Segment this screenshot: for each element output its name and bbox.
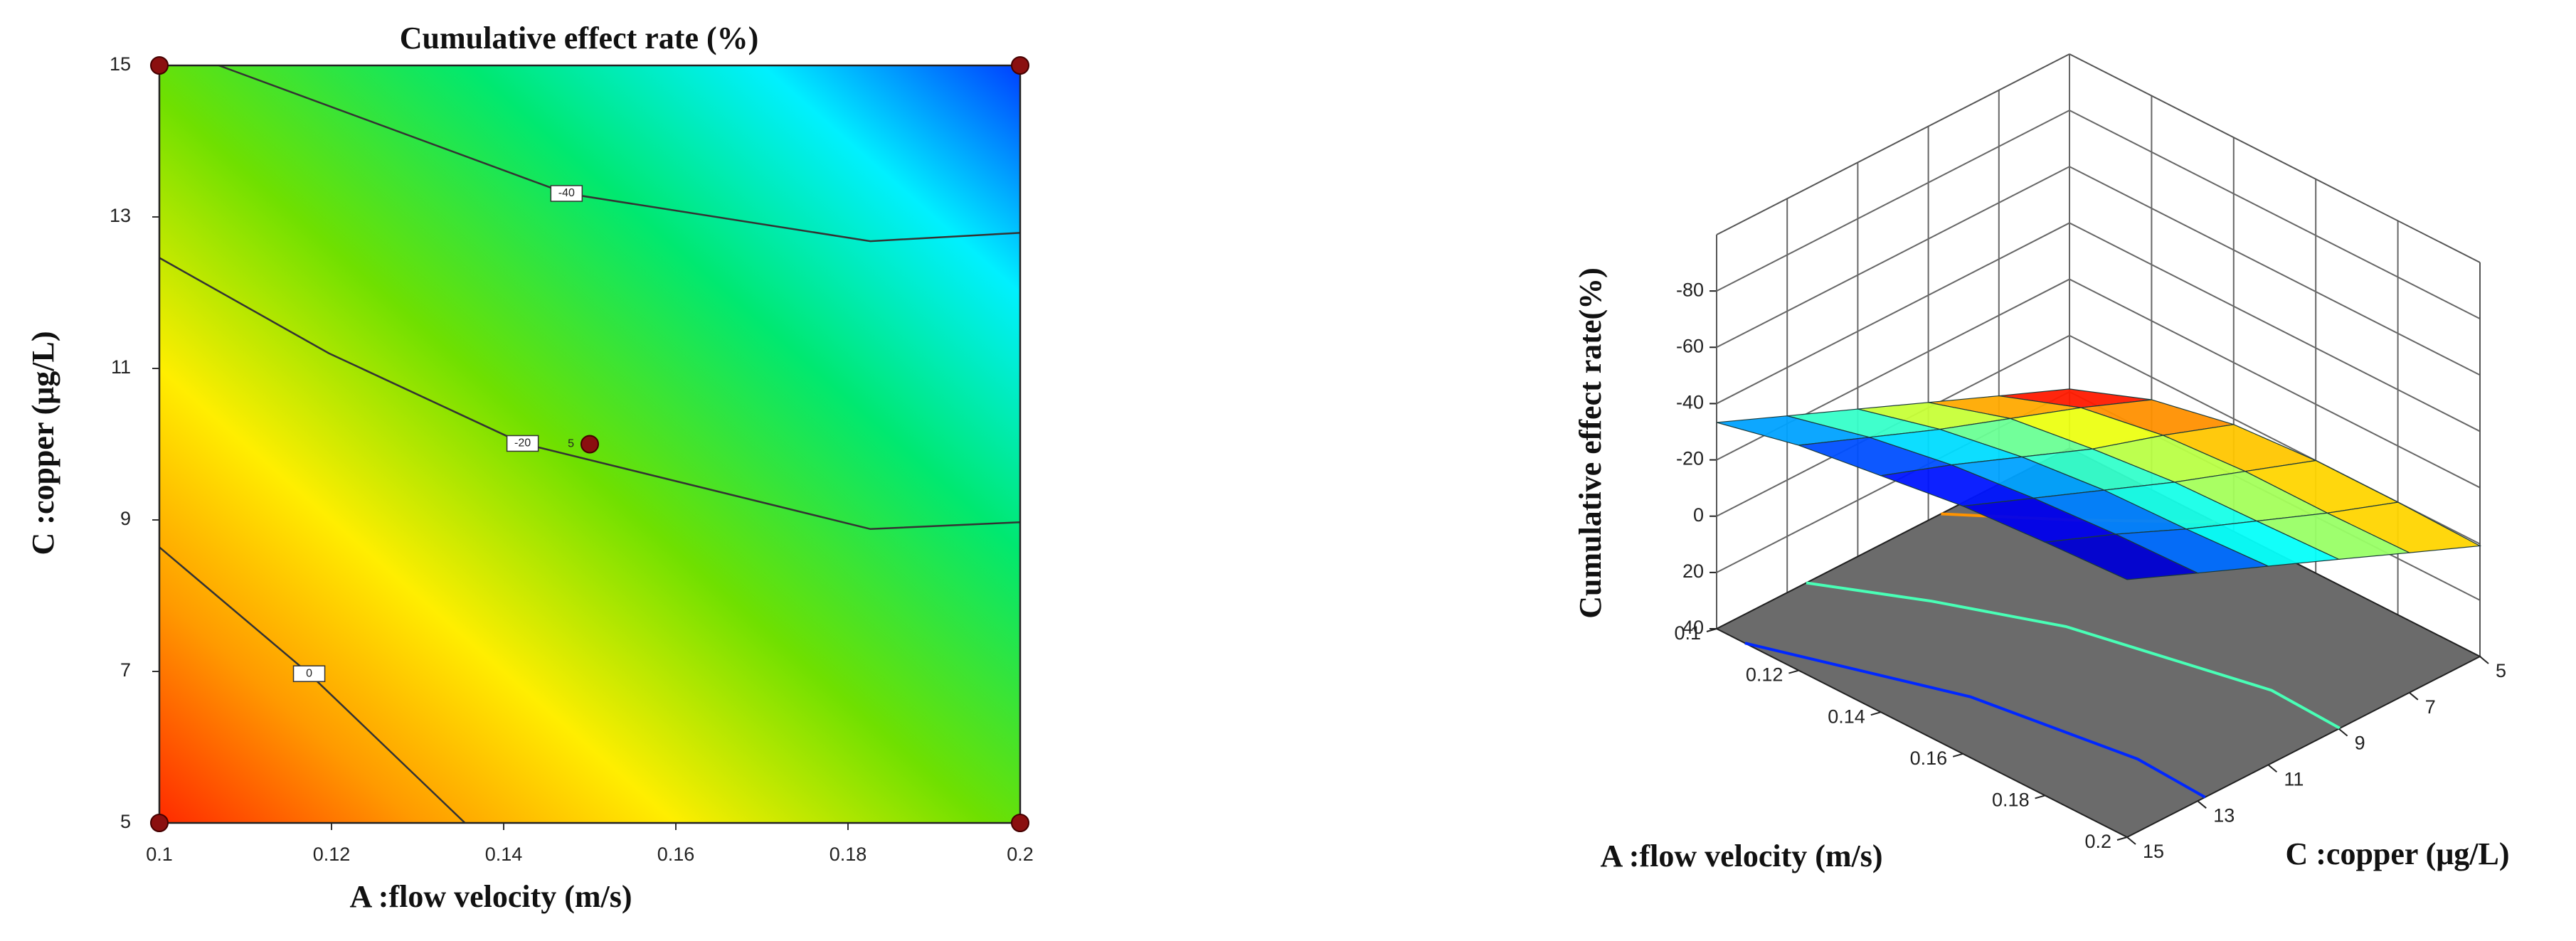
x-tick	[1952, 753, 1963, 757]
contour-label-box	[550, 185, 583, 202]
y-axis-title: C :copper (μg/L)	[26, 331, 60, 555]
plot-frame	[158, 64, 1022, 824]
x-tick-label: 0.12	[313, 844, 351, 865]
design-point	[150, 814, 169, 832]
y-tick	[2479, 656, 2489, 664]
contour-label: 0	[306, 667, 312, 679]
box-edge	[1716, 53, 2070, 235]
x-tick	[1870, 711, 1882, 716]
z-tick-label: -60	[1676, 335, 1704, 356]
x-tick	[2116, 836, 2128, 841]
floor-contour	[1744, 642, 2206, 799]
box-edge	[2069, 53, 2481, 263]
design-point	[581, 435, 599, 454]
y-tick-label: 7	[2425, 696, 2436, 718]
x-tick-label: 0.1	[1674, 622, 1701, 644]
contour-label-box	[292, 665, 326, 682]
contour-label: -40	[558, 187, 575, 199]
contour-label-box	[506, 435, 539, 452]
y-tick-label: 9	[120, 508, 131, 529]
grid-line	[1716, 110, 2070, 292]
contour-label: -20	[514, 437, 531, 450]
center-replicates: 5	[568, 438, 574, 450]
z-tick-label: -20	[1676, 448, 1704, 469]
z-tick-label: 20	[1682, 560, 1704, 582]
y-tick	[2126, 836, 2136, 845]
design-point	[150, 56, 169, 75]
grid-line	[2069, 166, 2481, 376]
y-tick	[2338, 728, 2348, 737]
grid-line	[2069, 222, 2481, 432]
x-tick	[1706, 628, 1717, 632]
grid-line	[2069, 278, 2481, 489]
contour-line	[218, 64, 1021, 243]
x-tick	[2035, 794, 2045, 799]
floor-contour	[1806, 581, 2341, 730]
y-tick-label: 9	[2355, 733, 2365, 754]
y-tick-label: 13	[110, 205, 131, 226]
chart-title: Cumulative effect rate (%)	[400, 21, 759, 55]
y-tick-label: 5	[120, 811, 131, 832]
x-tick-label: 0.16	[657, 844, 695, 865]
x-tick-label: 0.18	[829, 844, 867, 865]
z-axis-title: Cumulative effect rate(%)	[1573, 267, 1608, 619]
y-tick-label: 15	[110, 53, 131, 75]
y-tick-label: 13	[2213, 804, 2235, 826]
x-tick-label: 0.18	[1992, 790, 2030, 811]
y-tick-label: 11	[2284, 769, 2304, 790]
y-tick-label: 5	[2496, 660, 2506, 681]
y-tick-label: 7	[120, 659, 131, 681]
design-point	[1011, 56, 1029, 75]
x-tick-label: 0.1	[146, 844, 173, 865]
z-tick-label: 0	[1693, 504, 1704, 526]
x-tick-label: 0.2	[2084, 831, 2111, 852]
grid-line	[1716, 166, 2070, 349]
x-tick-label: 0.14	[485, 844, 523, 865]
y-tick-label: 15	[2143, 841, 2164, 862]
y-tick	[2197, 800, 2207, 809]
grid-line	[2069, 110, 2481, 320]
surface-cell	[2043, 533, 2200, 580]
z-tick-label: -40	[1676, 392, 1704, 413]
y-tick	[2267, 764, 2278, 773]
design-point	[1011, 814, 1029, 832]
x-tick-label: 0.16	[1910, 748, 1948, 769]
x-axis-title: A :flow velocity (m/s)	[349, 879, 632, 914]
x-tick-label: 0.12	[1746, 664, 1783, 686]
y-axis-title: C :copper (μg/L)	[2286, 836, 2510, 871]
y-tick	[2409, 692, 2419, 701]
x-axis-title: A :flow velocity (m/s)	[1600, 839, 1882, 873]
z-tick-label: -80	[1676, 279, 1704, 300]
y-tick-label: 11	[111, 356, 131, 378]
grid-line	[1716, 222, 2070, 405]
z-tick-label: 40	[1682, 617, 1704, 638]
x-tick	[1788, 669, 1799, 674]
x-tick-label: 0.2	[1007, 844, 1034, 865]
x-tick-label: 0.14	[1828, 706, 1865, 727]
